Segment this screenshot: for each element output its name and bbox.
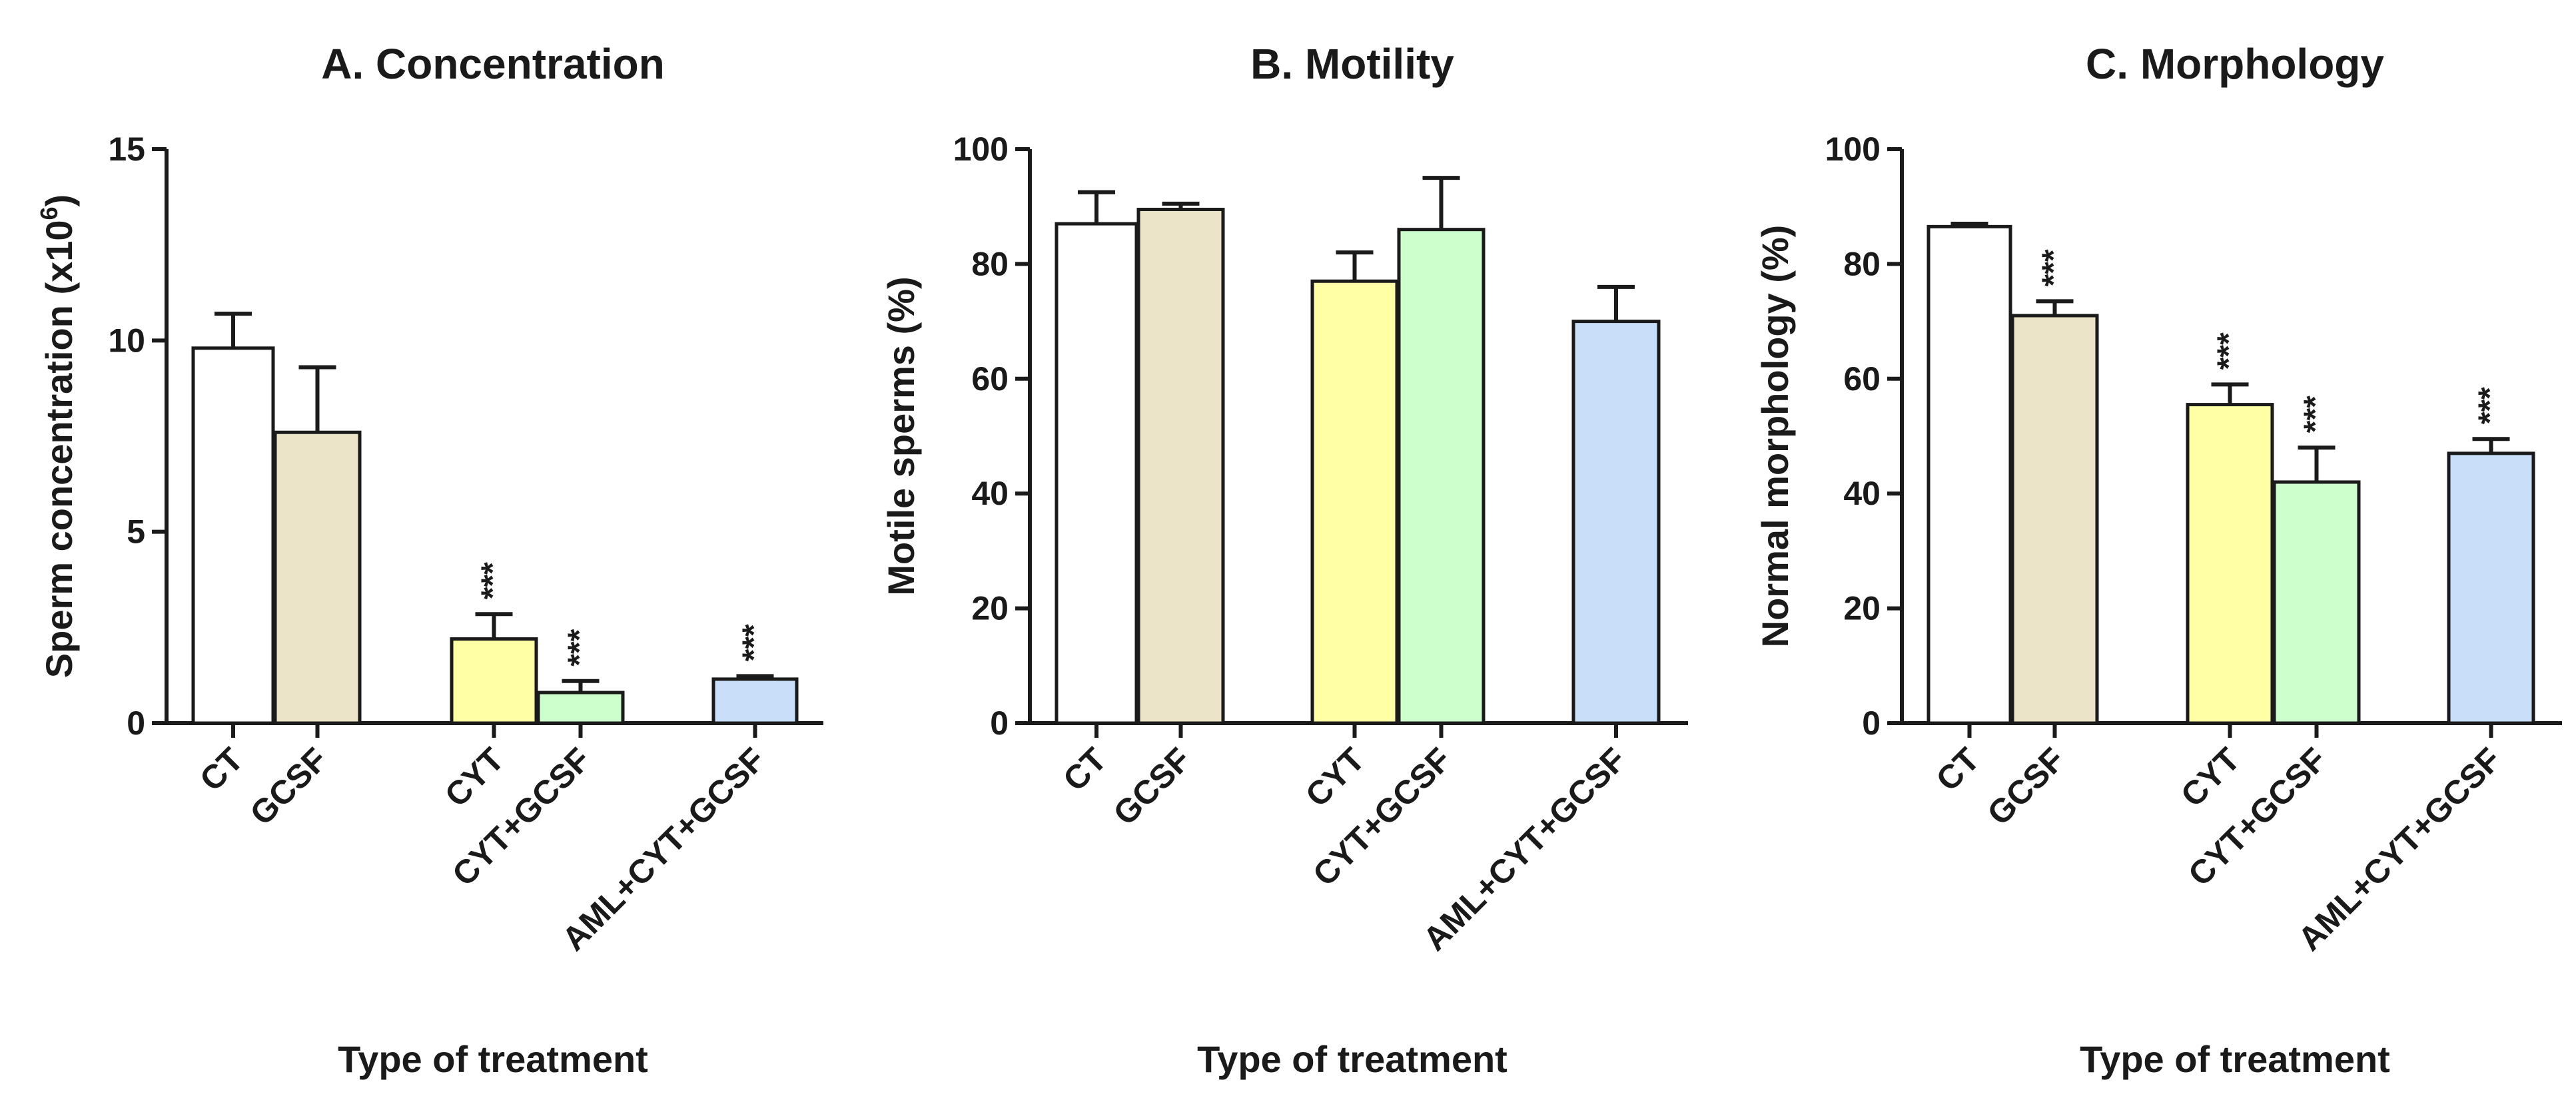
- chart-panel-2: B. Motility 0 20 40 60 80 100 Motile sperms (%)…: [880, 40, 1688, 1080]
- y-axis-label: Motile sperms (%): [880, 276, 922, 595]
- y-tick-label: 0: [1862, 704, 1881, 742]
- bar-cyt: [2186, 403, 2274, 725]
- bar-gcsf: [2010, 314, 2099, 725]
- x-category-label: GCSF: [1106, 740, 1198, 832]
- y-axis-label: Sperm concentration (x106): [35, 194, 80, 678]
- y-tick-label: 80: [1843, 245, 1881, 282]
- x-category-label: CT: [193, 740, 250, 798]
- x-axis-label: Type of treatment: [338, 1038, 648, 1080]
- y-tick-label: 0: [127, 704, 145, 742]
- bar-aml-cyt-gcsf: [1571, 320, 1661, 725]
- y-tick-label: 10: [108, 322, 145, 359]
- y-tick-label: 100: [953, 131, 1009, 168]
- y-tick-label: 5: [127, 513, 145, 551]
- y-tick-label: 80: [971, 245, 1009, 282]
- y-tick-label: 0: [990, 704, 1009, 742]
- significance-label: ***: [737, 624, 772, 661]
- bar-cyt-gcsf: [2272, 480, 2361, 725]
- significance-label: ***: [2212, 332, 2247, 370]
- y-axis-label: Normal morphology (%): [1754, 225, 1796, 648]
- bar-cyt-gcsf: [536, 691, 625, 725]
- significance-label: ***: [2473, 387, 2508, 424]
- y-tick-label: 60: [971, 360, 1009, 398]
- x-category-label: GCSF: [242, 740, 334, 832]
- x-axis-label: Type of treatment: [2080, 1038, 2390, 1080]
- bar-cyt-gcsf: [1397, 228, 1486, 725]
- significance-label: ***: [2036, 249, 2072, 286]
- significance-label: ***: [2298, 396, 2334, 433]
- bar-ct: [1927, 224, 2012, 725]
- chart-title: C. Morphology: [2086, 40, 2384, 88]
- bar-gcsf: [1136, 208, 1225, 725]
- y-tick-label: 100: [1825, 131, 1881, 168]
- x-axis-label: Type of treatment: [1197, 1038, 1507, 1080]
- bar-gcsf: [273, 430, 362, 725]
- x-category-label: CYT: [438, 740, 511, 814]
- bar-aml-cyt-gcsf: [711, 677, 799, 725]
- x-category-label: CT: [1056, 740, 1114, 798]
- y-axis-label-superscript: 6: [35, 206, 63, 220]
- y-axis-label-text: Normal morphology (%): [1754, 225, 1796, 648]
- y-tick-label: 60: [1843, 360, 1881, 398]
- y-tick-label: 20: [1843, 590, 1881, 627]
- y-tick-label: 40: [1843, 475, 1881, 512]
- chart-title: A. Concentration: [321, 40, 665, 88]
- y-tick-label: 15: [108, 131, 145, 168]
- bar-cyt: [450, 637, 538, 725]
- bar-ct: [191, 346, 275, 725]
- x-category-label: CYT: [2174, 740, 2247, 814]
- bar-aml-cyt-gcsf: [2447, 451, 2535, 725]
- bar-cyt: [1310, 279, 1399, 725]
- y-tick-label: 40: [971, 475, 1009, 512]
- chart-panel-1: A. Concentration 0 5 10 15 Sperm concentratio…: [35, 40, 823, 1080]
- x-category-label: CYT: [1298, 740, 1372, 814]
- x-category-label: CT: [1929, 740, 1987, 798]
- y-axis-label-text: Motile sperms (%): [880, 276, 922, 595]
- significance-label: ***: [476, 562, 511, 599]
- chart-title: B. Motility: [1250, 40, 1454, 88]
- y-axis-label-text: Sperm concentration (x10: [38, 220, 80, 678]
- y-tick-label: 20: [971, 590, 1009, 627]
- bar-ct: [1055, 222, 1138, 725]
- x-category-label: GCSF: [1980, 740, 2072, 832]
- y-axis-label-close: ): [38, 194, 80, 207]
- chart-panel-3: C. Morphology 0 20 40 60 80 100 Normal morpholo…: [1754, 40, 2562, 1080]
- significance-label: ***: [562, 629, 598, 666]
